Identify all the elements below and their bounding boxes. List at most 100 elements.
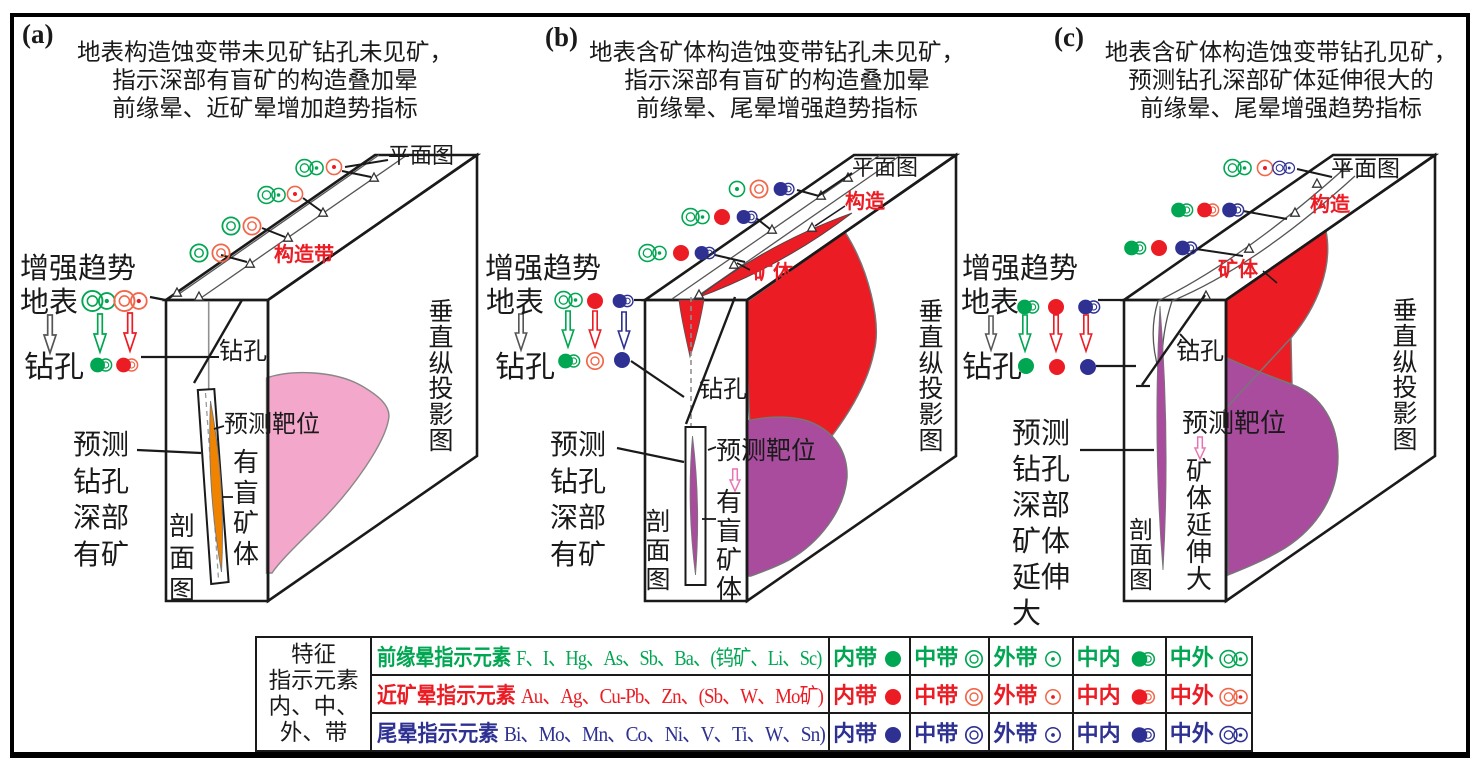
legend-zone-cell: 外带 xyxy=(988,712,1074,752)
blind-label-b: 有盲矿体 xyxy=(716,490,742,606)
ore-label-leader xyxy=(736,262,751,271)
drill-hole-line xyxy=(1141,294,1206,386)
legend-header-line: 指示元素 xyxy=(268,668,359,693)
fault-tick xyxy=(1243,242,1255,253)
blind-label-a-char: 体 xyxy=(232,539,260,569)
panel-tag-b: (b) xyxy=(545,22,578,52)
legend-row-fit: 前缘晕指示元素 F、I、Hg、As、Sb、Ba、(钨矿、Li、Sc) xyxy=(377,640,822,672)
trend-arrow-red xyxy=(588,310,602,350)
blind-label-c-char: 矿 xyxy=(1185,457,1213,486)
prediction-c-line: 延伸 xyxy=(1012,562,1071,595)
projection-label-c-char: 纵 xyxy=(1392,349,1418,377)
section-label-a-char: 面 xyxy=(168,544,196,573)
legend-header-line: 外、带 xyxy=(279,720,348,745)
legend-row-text: 近矿晕指示元素 Au、Ag、Cu-Pb、Zn、(Sb、W、Mo矿) xyxy=(370,674,831,714)
target-label-tick xyxy=(707,446,717,451)
blind-label-b-char: 矿 xyxy=(715,546,743,575)
fault-tick xyxy=(1339,161,1351,172)
section-label-b-char: 面 xyxy=(645,538,671,565)
trend-arrow-red xyxy=(1079,314,1093,354)
target-label-b: 预测靶位 xyxy=(716,438,817,465)
trend-arrow-blue xyxy=(617,311,631,351)
prediction-b-line: 钻孔 xyxy=(550,466,607,498)
prediction-c-line: 大 xyxy=(1012,598,1042,631)
panel-title-a-2: 指示深部有盲矿的构造叠加晕 xyxy=(112,68,418,94)
legend-row-text: 前缘晕指示元素 F、I、Hg、As、Sb、Ba、(钨矿、Li、Sc) xyxy=(370,636,831,676)
legend-zone-cell: 外带 xyxy=(988,636,1074,676)
legend-zone-cell: 中内 xyxy=(1071,636,1167,676)
prediction-c-line: 深部 xyxy=(1012,490,1071,523)
prediction-a-line: 深部 xyxy=(73,503,130,535)
legend-zone-label: 中外 xyxy=(1169,683,1214,708)
panel-title-b-1: 地表含矿体构造蚀变带钻孔未见矿， xyxy=(589,40,965,66)
fault-line xyxy=(175,154,380,297)
projection-label-b-char: 投 xyxy=(918,376,944,404)
trend-label-b: 增强趋势 xyxy=(485,253,602,285)
legend-zone-label: 外带 xyxy=(993,721,1038,746)
legend-zone-label: 中外 xyxy=(1169,645,1214,670)
projection-label-a: 垂直纵投影图 xyxy=(428,300,453,455)
projection-label-b-char: 图 xyxy=(918,427,944,455)
drill-inner-label-c: 钻孔 xyxy=(1176,339,1224,365)
projection-label-c-char: 影 xyxy=(1392,401,1418,429)
fault-tick xyxy=(1289,206,1301,217)
projection-label-b-char: 垂 xyxy=(918,299,944,326)
legend-row: 尾晕指示元素 Bi、Mo、Mn、Co、Ni、V、Ti、W、Sn) 内带 中带 外带 中内 中… xyxy=(256,712,1254,752)
legend-zone-label: 中内 xyxy=(1076,721,1121,746)
blind-label-c-char: 延 xyxy=(1185,511,1213,540)
ore-label-b: 矿体 xyxy=(753,262,793,284)
section-label-b-char: 剖 xyxy=(645,509,671,536)
legend-table: 特征 指示元素 内、中、 外、带 前缘晕指示元素 F、I、Hg、As、Sb、Ba、(钨矿、… xyxy=(254,636,1254,752)
legend-zone-cell: 中外 xyxy=(1164,712,1254,752)
blind-label-a-char: 有 xyxy=(232,448,260,477)
box-top-face xyxy=(166,155,477,300)
target-label-tick xyxy=(213,425,225,430)
blind-ore-blob-purple xyxy=(745,416,848,577)
prediction-a: 预测 钻孔 深部 有矿 xyxy=(73,431,129,577)
surface-label-a: 地表 xyxy=(20,287,79,319)
projection-label-a-char: 投 xyxy=(428,376,454,404)
legend-zone-cell: 中外 xyxy=(1164,674,1254,714)
prediction-b-line: 有矿 xyxy=(550,539,607,571)
legend-zone-label: 内带 xyxy=(833,721,878,746)
prediction-b: 预测 钻孔 深部 有矿 xyxy=(550,431,606,577)
blind-label-b-char: 盲 xyxy=(715,517,743,546)
legend-row-text: 尾晕指示元素 Bi、Mo、Mn、Co、Ni、V、Ti、W、Sn) xyxy=(370,712,831,752)
drill-inner-label-a: 钻孔 xyxy=(219,339,267,365)
legend-header-cell: 特征 指示元素 内、中、 外、带 xyxy=(254,636,373,752)
drill-hole-line xyxy=(192,299,244,384)
legend-zone-cell: 中内 xyxy=(1071,674,1167,714)
prediction-leader xyxy=(136,448,202,455)
trend-arrow-green xyxy=(92,313,108,355)
halo-group-leader xyxy=(1296,168,1333,178)
fault-tick xyxy=(1311,177,1323,188)
panel-title-c-1: 地表含矿体构造蚀变带钻孔见矿， xyxy=(1104,40,1458,66)
target-arrow-magenta xyxy=(728,468,742,493)
trend-arrow-green xyxy=(1018,314,1032,354)
panel-title-a-3: 前缘晕、近矿晕增加趋势指标 xyxy=(112,96,418,122)
prediction-c: 预测 钻孔 深部 矿体 延伸大 xyxy=(1012,418,1071,636)
drill-label-a: 钻孔 xyxy=(24,351,84,384)
projection-label-c: 垂直纵投影图 xyxy=(1392,299,1417,454)
legend-zone-cell: 中带 xyxy=(909,636,991,676)
projection-label-a-char: 影 xyxy=(428,402,454,430)
projection-label-c-char: 图 xyxy=(1392,426,1418,454)
legend-zone-label: 中外 xyxy=(1169,721,1214,746)
surface-label-b: 地表 xyxy=(486,287,545,319)
section-label-c-char: 剖 xyxy=(1129,518,1153,544)
trend-label-a: 增强趋势 xyxy=(20,253,137,285)
legend-zone-cell: 中内 xyxy=(1071,712,1167,752)
legend-row-elements: Au、Ag、Cu-Pb、Zn、(Sb、W、Mo矿) xyxy=(521,684,824,708)
projection-label-a-char: 垂 xyxy=(428,299,454,326)
legend-row: 特征 指示元素 内、中、 外、带 前缘晕指示元素 F、I、Hg、As、Sb、Ba、(钨矿、… xyxy=(254,636,1254,752)
legend-zone-label: 中内 xyxy=(1076,645,1121,670)
section-label-c-char: 图 xyxy=(1129,568,1153,594)
panel-title-a-1: 地表构造蚀变带未见矿钻孔未见矿， xyxy=(77,40,453,66)
legend-zone-label: 中带 xyxy=(914,683,959,708)
trend-label-c: 增强趋势 xyxy=(962,253,1079,285)
section-label-a-char: 剖 xyxy=(168,512,196,541)
halo-group-leader xyxy=(220,254,248,263)
legend-row-fit: 近矿晕指示元素 Au、Ag、Cu-Pb、Zn、(Sb、W、Mo矿) xyxy=(377,678,824,710)
legend-zone-cell: 内带 xyxy=(828,712,912,752)
